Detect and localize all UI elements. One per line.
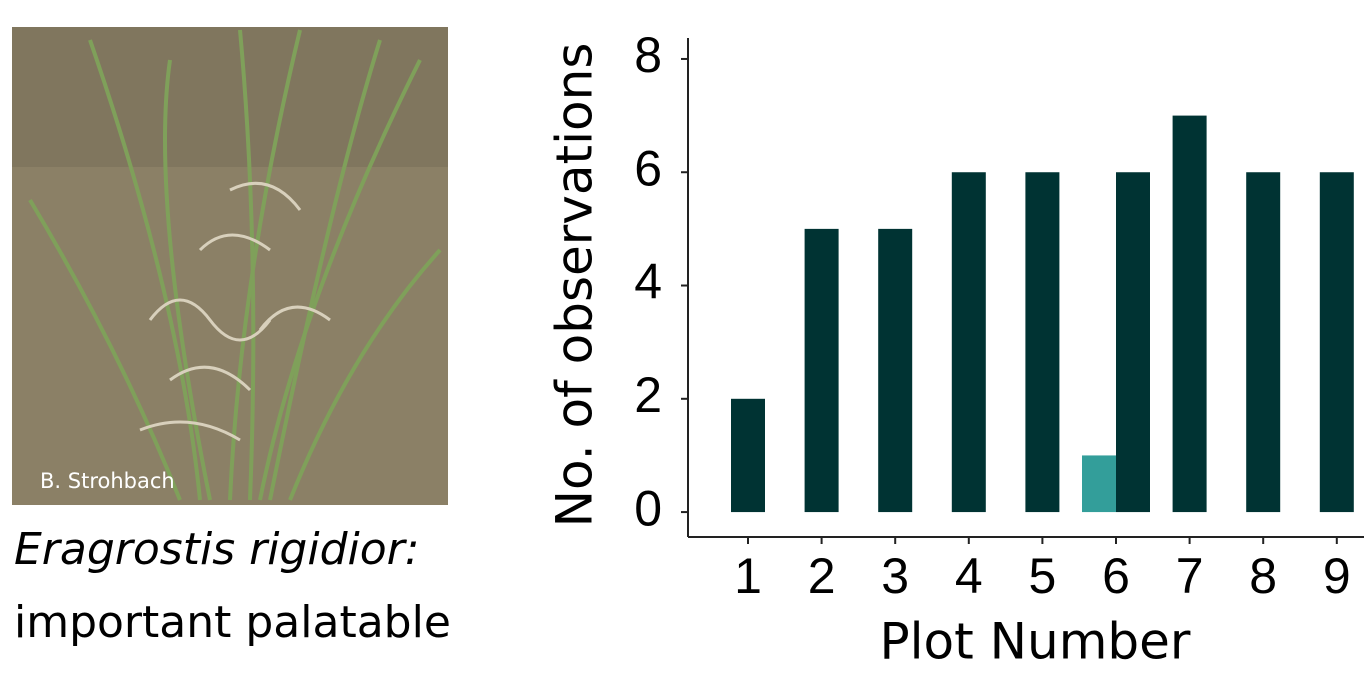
bar: [878, 229, 912, 512]
x-tick-label: 5: [1028, 548, 1056, 604]
x-tick-label: 1: [734, 548, 762, 604]
y-tick-label: 6: [634, 140, 662, 196]
bar: [1116, 172, 1150, 512]
x-tick-label: 4: [955, 548, 983, 604]
y-tick-label: 8: [634, 27, 662, 83]
photo-credit: B. Strohbach: [40, 469, 175, 493]
bar: [1025, 172, 1059, 512]
x-tick-label: 9: [1323, 548, 1351, 604]
y-tick-label: 4: [634, 254, 662, 310]
bar: [805, 229, 839, 512]
x-tick-label: 8: [1249, 548, 1277, 604]
x-tick-label: 2: [808, 548, 836, 604]
bar: [731, 399, 765, 512]
x-tick-label: 3: [881, 548, 909, 604]
caption-species: Eragrostis rigidior:: [14, 524, 420, 575]
bar: [1320, 172, 1354, 512]
x-tick-label: 6: [1102, 548, 1130, 604]
caption-note: important palatable: [14, 597, 451, 648]
page: B. Strohbach Eragrostis rigidior: import…: [0, 0, 1364, 682]
slide: B. Strohbach Eragrostis rigidior: import…: [0, 0, 1364, 677]
y-tick-label: 2: [634, 367, 662, 423]
bar: [952, 172, 986, 512]
bar: [1173, 116, 1207, 512]
bar: [1082, 455, 1116, 512]
bar: [1246, 172, 1280, 512]
x-tick-label: 7: [1176, 548, 1204, 604]
y-axis-title: No. of observations: [546, 43, 604, 528]
photo: B. Strohbach: [12, 27, 448, 505]
photo-soil: [12, 27, 448, 167]
x-axis-title: Plot Number: [880, 613, 1191, 671]
y-tick-label: 0: [634, 480, 662, 536]
